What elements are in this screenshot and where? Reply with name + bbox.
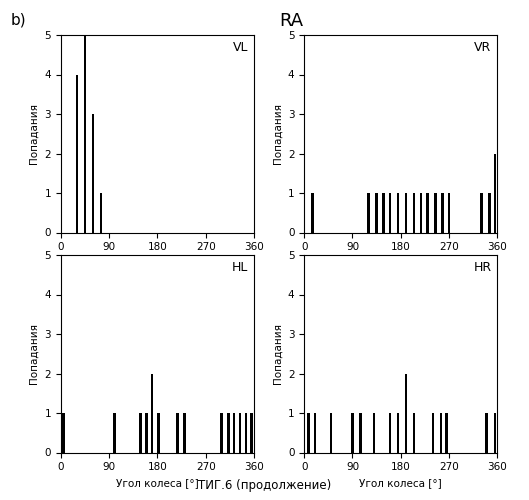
Bar	[440, 413, 442, 453]
Bar	[227, 413, 230, 453]
Bar	[405, 374, 407, 452]
Bar	[419, 193, 423, 232]
Bar	[183, 413, 186, 453]
Y-axis label: Попадания: Попадания	[29, 104, 39, 164]
Bar	[448, 193, 450, 232]
X-axis label: Угол колеса [°]: Угол колеса [°]	[359, 478, 442, 488]
Bar	[494, 154, 496, 232]
Bar	[330, 413, 332, 453]
Bar	[432, 413, 434, 453]
Bar	[176, 413, 179, 453]
Bar	[139, 413, 142, 453]
Bar	[314, 413, 316, 453]
Text: VL: VL	[233, 41, 248, 54]
Bar	[367, 193, 370, 232]
Bar	[250, 413, 253, 453]
Bar	[84, 35, 86, 232]
Bar	[397, 413, 399, 453]
Text: HL: HL	[232, 261, 248, 274]
Bar	[375, 193, 378, 232]
Bar	[76, 74, 78, 233]
Bar	[389, 193, 391, 232]
Bar	[445, 413, 448, 453]
Bar	[426, 193, 429, 232]
Bar	[92, 114, 94, 232]
Text: HR: HR	[473, 261, 491, 274]
Y-axis label: Попадания: Попадания	[29, 324, 39, 384]
Bar	[239, 413, 241, 453]
X-axis label: Угол колеса [°]: Угол колеса [°]	[359, 258, 442, 268]
Bar	[233, 413, 235, 453]
Bar	[441, 193, 444, 232]
Text: b): b)	[11, 12, 26, 28]
Bar	[397, 193, 399, 232]
Bar	[100, 193, 103, 232]
Bar	[485, 413, 488, 453]
Bar	[372, 413, 375, 453]
Bar	[113, 413, 116, 453]
Bar	[413, 193, 415, 232]
Bar	[434, 193, 437, 232]
Text: VR: VR	[474, 41, 491, 54]
Bar	[145, 413, 148, 453]
Bar	[480, 193, 482, 232]
Bar	[311, 193, 314, 232]
Text: ΤИГ.6 (продолжение): ΤИГ.6 (продолжение)	[198, 480, 331, 492]
Text: RA: RA	[279, 12, 303, 30]
X-axis label: Угол колеса [°]: Угол колеса [°]	[116, 478, 199, 488]
Bar	[413, 413, 415, 453]
Bar	[405, 193, 407, 232]
Bar	[62, 413, 65, 453]
Bar	[382, 193, 385, 232]
Bar	[351, 413, 354, 453]
Bar	[389, 413, 391, 453]
Y-axis label: Попадания: Попадания	[272, 324, 282, 384]
Bar	[488, 193, 490, 232]
X-axis label: Угол колеса [°]: Угол колеса [°]	[116, 258, 199, 268]
Bar	[359, 413, 362, 453]
Bar	[244, 413, 247, 453]
Bar	[157, 413, 160, 453]
Bar	[151, 374, 153, 452]
Bar	[221, 413, 223, 453]
Bar	[307, 413, 310, 453]
Y-axis label: Попадания: Попадания	[272, 104, 282, 164]
Bar	[494, 413, 496, 453]
